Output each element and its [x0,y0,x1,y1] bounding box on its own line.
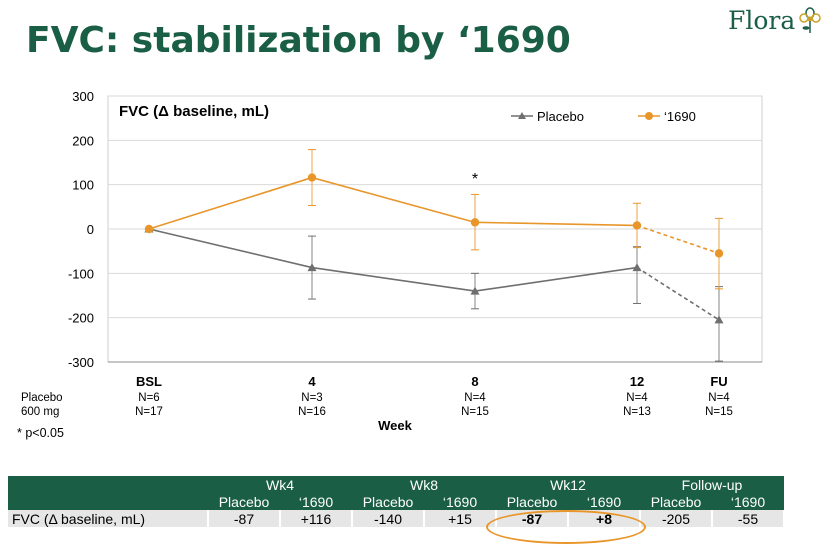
legend-label: Placebo [537,109,584,124]
data-point-placebo [307,263,317,272]
data-point-placebo [470,286,480,295]
n-label-placebo: N=4 [626,392,648,404]
table-subheader: Placebo [362,493,414,510]
x-axis-label: Week [378,418,412,433]
table-subheader: Placebo [650,493,702,510]
table-cell: -205 [640,510,713,527]
y-tick-label: 100 [72,178,94,193]
x-tick-label: 4 [308,374,316,389]
flora-logo: Flora [728,6,822,35]
fvc-chart: 300 200 100 0 -100 -200 -300 FVC (Δ baseline, m… [17,89,763,440]
table-subheader: ‘1690 [298,493,334,510]
y-tick-label: 200 [72,133,94,148]
table-cell: -140 [352,510,425,527]
series-line-segment [474,221,638,227]
legend-marker [645,112,653,120]
row-label-dose: 600 mg [21,406,59,418]
footnote: * p<0.05 [17,426,64,440]
table-subheader: Placebo [506,493,558,510]
data-point-1690 [632,221,642,230]
n-label-placebo: N=3 [301,392,322,404]
x-tick-label: BSL [136,374,162,389]
series-line-segment [636,266,720,321]
data-point-1690 [470,218,480,227]
page-title: FVC: stabilization by ‘1690 [26,20,571,61]
y-tick-label: -200 [68,311,94,326]
flower-icon [799,6,821,33]
row-label-placebo: Placebo [21,392,63,404]
table-row: FVC (Δ baseline, mL) -87 +116 -140 +15 -… [8,510,785,527]
wk12-highlight-oval [486,510,646,544]
n-label-1690: N=17 [135,406,163,418]
n-label-placebo: N=4 [464,392,486,404]
table-corner [8,493,208,510]
table-subheader: ‘1690 [442,493,478,510]
series-line-segment [311,176,476,224]
y-tick-label: 0 [87,222,94,237]
table-cell: +116 [280,510,353,527]
table-row-label: FVC (Δ baseline, mL) [8,510,209,527]
data-point-placebo [714,315,724,324]
table-group-header: Wk12 [550,476,586,493]
n-label-placebo: N=4 [708,392,730,404]
table-group-header: Follow-up [681,476,743,493]
summary-table: Wk4 Wk8 Wk12 Follow-up Placebo ‘1690 Pla… [8,476,785,527]
n-label-1690: N=16 [298,406,326,418]
n-label-1690: N=13 [623,406,651,418]
series-line-segment [311,266,476,292]
y-tick-label: 300 [72,89,94,104]
significance-marker: * [472,171,478,188]
legend-label: ‘1690 [664,109,696,124]
x-tick-label: 8 [471,374,478,389]
table-group-row: Wk4 Wk8 Wk12 Follow-up [8,476,784,493]
data-point-placebo [632,263,642,272]
data-point-1690 [714,249,724,258]
table-subheader: ‘1690 [730,493,766,510]
chart-title: FVC (Δ baseline, mL) [119,103,269,120]
series-line-segment [636,224,720,255]
table-subheader-row: Placebo ‘1690 Placebo ‘1690 Placebo ‘169… [8,493,784,510]
table-group-header: Wk8 [410,476,438,493]
series-line-segment [474,266,638,292]
n-label-placebo: N=6 [138,392,159,404]
n-label-1690: N=15 [705,406,733,418]
table-subheader: Placebo [218,493,270,510]
table-cell: -55 [712,510,785,527]
table-corner [8,476,208,493]
table-group-header: Wk4 [266,476,294,493]
data-point-1690 [307,173,317,182]
series-line-segment [148,176,313,230]
data-point-1690 [144,224,154,234]
table-cell: -87 [208,510,281,527]
logo-text: Flora [728,6,796,35]
legend-marker [518,112,526,119]
x-tick-label: FU [710,374,727,389]
y-tick-label: -300 [68,355,94,370]
series-line-segment [148,228,313,269]
n-label-1690: N=15 [461,406,489,418]
y-tick-label: -100 [68,266,94,281]
table-subheader: ‘1690 [586,493,622,510]
table-cell: +15 [424,510,497,527]
x-tick-label: 12 [630,374,644,389]
